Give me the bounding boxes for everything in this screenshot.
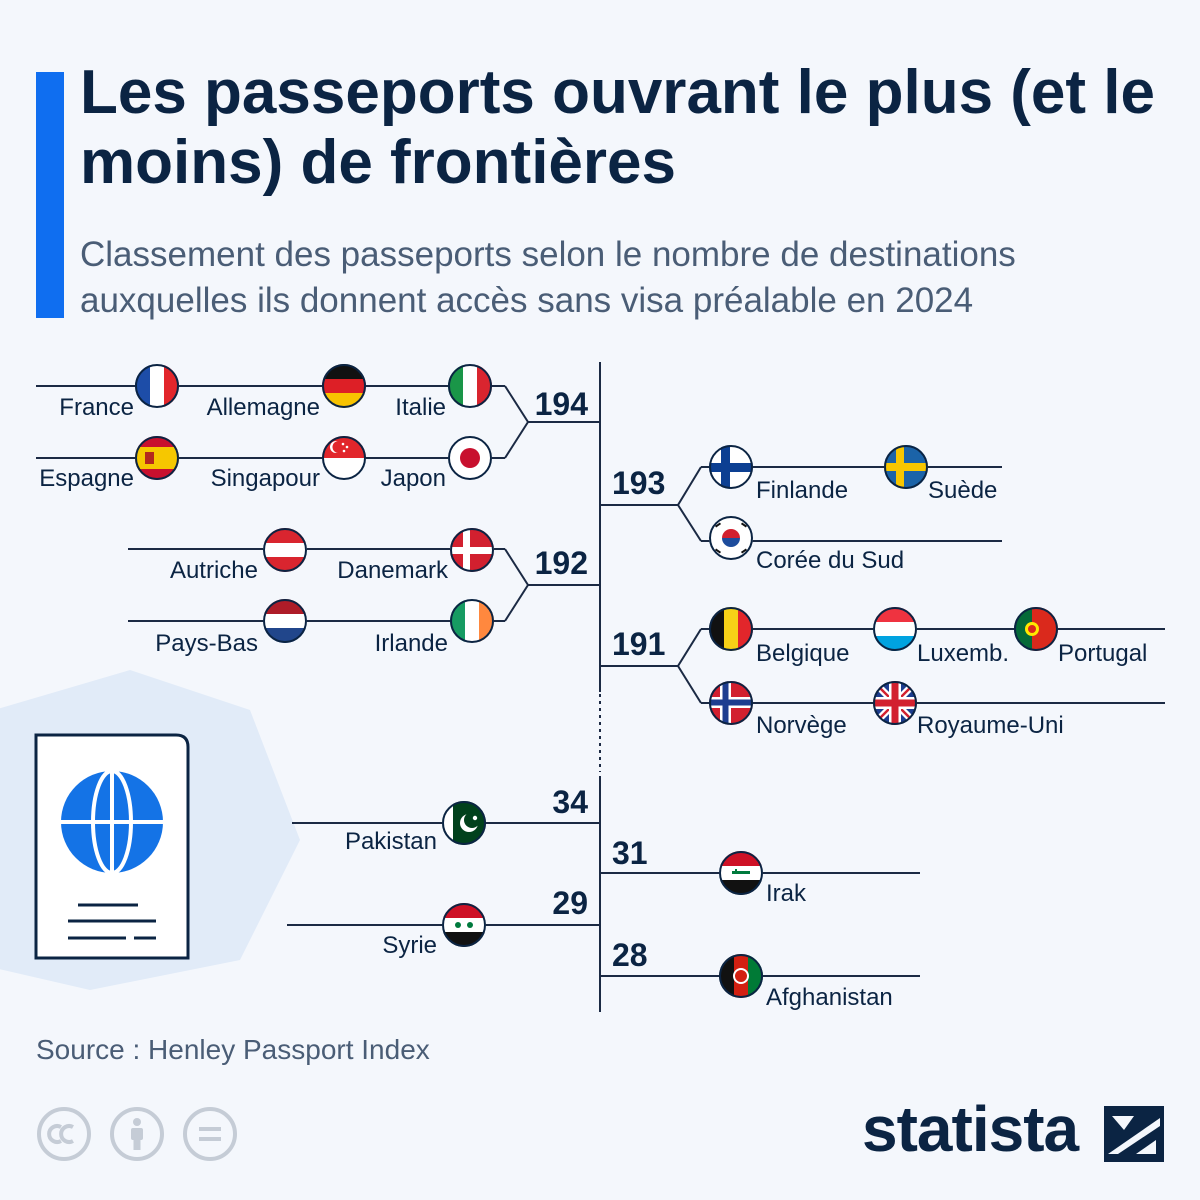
value-label-194: 194 [535,386,589,422]
country-label-irak: Irak [766,880,807,907]
country-label-autriche: Autriche [170,557,258,584]
value-label-34: 34 [552,784,588,820]
country-label-danemark: Danemark [337,557,449,584]
value-label-191: 191 [612,626,665,662]
flag-denmark-icon [450,528,494,572]
country-label-norvege: Norvège [756,712,847,739]
flag-afghanistan-icon [719,954,763,998]
flag-portugal-icon [1014,607,1058,651]
country-label-espagne: Espagne [39,465,134,492]
value-label-29: 29 [552,885,588,921]
country-label-japon: Japon [381,465,446,492]
country-label-belgique: Belgique [756,640,849,667]
flag-belgium-icon [709,607,753,651]
no-derivatives-icon [183,1107,237,1161]
creative-commons-icon [37,1107,91,1161]
flag-germany-icon [322,364,366,408]
country-label-pakistan: Pakistan [345,828,437,855]
flag-spain-icon [135,436,179,480]
flag-sweden-icon [884,445,928,489]
country-label-allemagne: Allemagne [207,394,320,421]
country-label-coree-du-sud: Corée du Sud [756,547,904,574]
flag-singapore-icon [322,436,366,480]
flag-pakistan-icon [442,801,486,845]
flag-norway-icon [709,681,753,725]
country-label-syrie: Syrie [382,932,437,959]
flag-iraq-icon [719,851,763,895]
license-icons [37,1107,237,1161]
country-label-france: France [59,394,134,421]
flag-france-icon [135,364,179,408]
flag-united-kingdom-icon [873,681,917,725]
flag-austria-icon [263,528,307,572]
country-label-irlande: Irlande [375,630,448,657]
flag-japan-icon [448,436,492,480]
value-label-193: 193 [612,465,665,501]
flag-finland-icon [709,445,753,489]
accent-bar [36,72,64,318]
country-label-afghanistan: Afghanistan [766,984,893,1011]
page-title: Les passeports ouvrant le plus (et le mo… [80,58,1155,197]
flag-italy-icon [448,364,492,408]
passport-illustration [0,670,300,990]
country-label-italie: Italie [395,394,446,421]
attribution-icon [110,1107,164,1161]
value-label-31: 31 [612,835,648,871]
page-subtitle: Classement des passeports selon le nombr… [80,235,1016,320]
value-label-192: 192 [535,545,588,581]
flag-luxembourg-icon [873,607,917,651]
country-label-finlande: Finlande [756,477,848,504]
flag-netherlands-icon [263,599,307,643]
flag-south-korea-icon [709,516,753,560]
statista-wordmark: statista [862,1093,1079,1165]
country-label-singapour: Singapour [211,465,320,492]
source-note: Source : Henley Passport Index [36,1034,430,1065]
country-label-luxembourg: Luxemb. [917,640,1009,667]
country-label-portugal: Portugal [1058,640,1147,667]
country-label-pays-bas: Pays-Bas [155,630,258,657]
country-label-royaume-uni: Royaume-Uni [917,712,1064,739]
statista-logo-icon [1104,1106,1164,1162]
flag-syria-icon [442,903,486,947]
value-label-28: 28 [612,937,648,973]
country-label-suede: Suède [928,477,997,504]
flag-ireland-icon [450,599,494,643]
